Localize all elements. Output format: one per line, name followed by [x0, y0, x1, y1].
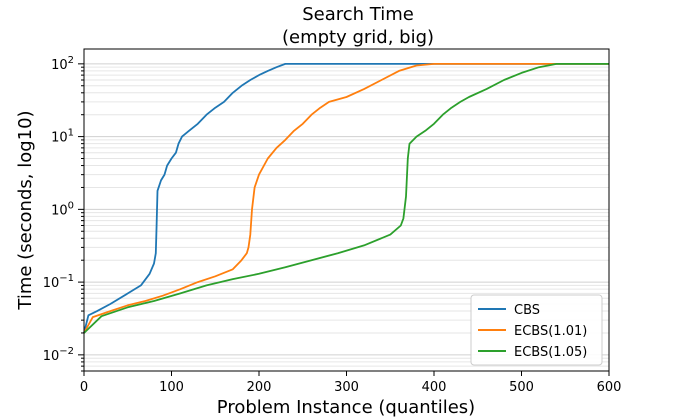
x-tick-layer: 0 100 200 300 400 500 600: [80, 371, 622, 395]
legend-label-1: ECBS(1.01): [514, 324, 587, 339]
y-tick-layer: 10−2 10−1 100 101 102: [43, 55, 84, 372]
grid-layer: [84, 63, 609, 372]
chart-title: Search Time: [302, 4, 414, 25]
legend-label-2: ECBS(1.05): [514, 345, 587, 360]
y-tick-label: 101: [51, 128, 74, 146]
y-tick-label: 100: [51, 200, 74, 218]
x-tick-label: 0: [80, 380, 88, 395]
x-tick-label: 100: [159, 380, 184, 395]
y-tick-label: 10−2: [43, 346, 74, 364]
x-tick-label: 400: [422, 380, 447, 395]
legend-box: [470, 294, 603, 366]
x-tick-label: 300: [334, 380, 359, 395]
legend: CBS ECBS(1.01) ECBS(1.05): [470, 294, 603, 366]
series-line-0: [83, 63, 609, 334]
y-tick-label: 102: [51, 55, 74, 73]
x-tick-label: 200: [247, 380, 272, 395]
series-layer: [83, 63, 609, 334]
x-axis-label: Problem Instance (quantiles): [217, 397, 475, 417]
series-line-2: [83, 63, 609, 334]
y-tick-label: 10−1: [43, 273, 74, 291]
x-tick-label: 500: [509, 380, 534, 395]
chart-subtitle: (empty grid, big): [282, 27, 434, 48]
x-tick-label: 600: [597, 380, 622, 395]
series-line-1: [83, 63, 609, 334]
legend-label-0: CBS: [514, 303, 540, 318]
y-axis-label: Time (seconds, log10): [15, 110, 36, 310]
